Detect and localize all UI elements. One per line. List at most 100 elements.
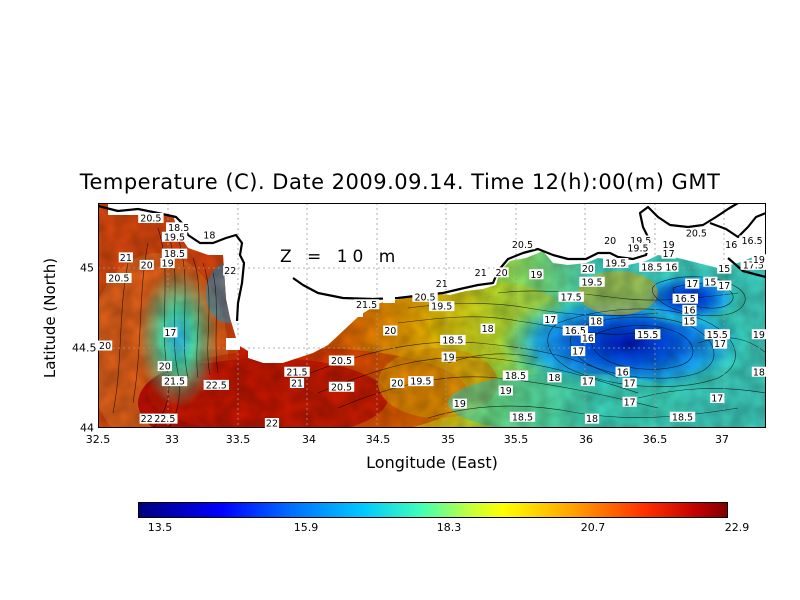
colorbar-tick-label: 22.9 [724, 521, 750, 534]
contour-label: 18.5 [502, 370, 529, 382]
x-tick-label: 33.5 [225, 433, 251, 446]
contour-label: 18.5 [669, 411, 696, 423]
contour-label: 21 [434, 278, 449, 290]
contour-label: 19 [751, 254, 766, 266]
colorbar-tick-label: 15.9 [293, 521, 319, 534]
svg-text:19.5: 19.5 [410, 377, 431, 388]
svg-text:15: 15 [718, 264, 730, 275]
svg-text:21.5: 21.5 [286, 367, 307, 378]
svg-text:21.5: 21.5 [164, 377, 185, 388]
contour-label: 20.5 [106, 273, 132, 285]
colorbar-tick-label: 20.7 [580, 521, 606, 534]
y-tick-label: 44.5 [72, 341, 97, 355]
contour-label: 19 [498, 385, 513, 397]
contour-label: 20 [390, 378, 405, 390]
svg-text:19: 19 [500, 386, 512, 397]
contour-label: 17 [580, 376, 595, 388]
svg-text:19: 19 [753, 330, 765, 341]
plot-frame [98, 203, 766, 428]
contour-label: 20 [603, 235, 618, 247]
contour-label: 22 [139, 413, 154, 425]
svg-text:22.5: 22.5 [206, 380, 227, 391]
svg-text:21: 21 [475, 268, 487, 279]
svg-text:20: 20 [604, 236, 616, 247]
svg-text:18: 18 [753, 367, 765, 378]
contour-label: 20 [383, 325, 398, 337]
x-tick-label: 37 [715, 433, 729, 446]
svg-text:17: 17 [582, 377, 594, 388]
contour-label: 17 [661, 248, 676, 260]
contour-label: 17 [622, 396, 637, 408]
svg-text:16: 16 [582, 334, 594, 345]
svg-text:17: 17 [718, 281, 730, 292]
contour-label: 20 [139, 259, 154, 271]
svg-text:18.5: 18.5 [641, 262, 662, 273]
svg-text:15: 15 [704, 277, 716, 288]
svg-text:19.5: 19.5 [581, 277, 602, 288]
y-tick-label: 44 [80, 421, 94, 435]
svg-text:20.5: 20.5 [331, 382, 352, 393]
contour-label: 19 [441, 351, 456, 363]
svg-text:17: 17 [544, 315, 556, 326]
temperature-field [98, 203, 766, 428]
svg-text:17: 17 [686, 279, 698, 290]
contour-label: 19.5 [429, 301, 455, 313]
contour-label: 18 [584, 413, 600, 425]
contour-label: 20.5 [328, 381, 355, 393]
contour-label: 19 [529, 269, 544, 281]
contour-label: 18 [751, 366, 766, 378]
contour-label: 19.5 [625, 243, 651, 255]
svg-text:16: 16 [665, 262, 677, 273]
contour-label: 16 [664, 261, 679, 273]
contour-label: 18.5 [639, 261, 665, 273]
svg-text:20.5: 20.5 [108, 274, 129, 285]
svg-text:16: 16 [617, 367, 629, 378]
contour-label: 17.5 [558, 291, 584, 303]
contour-label: 15.5 [704, 329, 730, 341]
contour-label: 15 [703, 276, 718, 288]
x-tick-label: 35.5 [503, 433, 529, 446]
svg-text:15.5: 15.5 [707, 330, 728, 341]
svg-text:22.5: 22.5 [154, 414, 175, 425]
contour-label: 16 [724, 239, 739, 251]
svg-text:16: 16 [683, 305, 695, 316]
colorbar-tick-label: 13.5 [147, 521, 173, 534]
svg-text:17: 17 [714, 339, 726, 350]
colorbar [138, 502, 728, 518]
svg-text:17: 17 [572, 347, 584, 358]
svg-text:19: 19 [663, 240, 675, 251]
contour-label-layer: 20.5 18.5 19.5 18 18.5 21 20 19 22 20.5 17 20 20 21.5… [98, 213, 766, 428]
svg-text:17: 17 [711, 394, 723, 405]
contour-label: 21.5 [284, 366, 310, 378]
contour-label: 17 [710, 393, 725, 405]
svg-text:19: 19 [162, 259, 174, 270]
contour-label: 20.5 [138, 213, 164, 225]
contour-label: 17 [622, 378, 637, 390]
contour-label: 15 [682, 316, 697, 328]
svg-text:19: 19 [443, 352, 455, 363]
svg-text:20.5: 20.5 [140, 214, 161, 225]
contour-label: 19.5 [628, 235, 654, 247]
contour-label: 21.5 [161, 376, 188, 388]
contour-label: 16 [615, 366, 630, 378]
contour-label: 21.5 [353, 299, 380, 311]
svg-text:20.5: 20.5 [686, 229, 707, 240]
svg-text:18.5: 18.5 [512, 412, 533, 423]
contour-label: 17 [571, 346, 586, 358]
contour-label: 18 [480, 323, 495, 335]
svg-text:20: 20 [582, 264, 594, 275]
contour-label: 15.5 [635, 329, 661, 341]
svg-text:18.5: 18.5 [442, 335, 463, 346]
contour-label: 22 [223, 265, 238, 277]
svg-text:19.5: 19.5 [605, 259, 626, 270]
chart-title: Temperature (C). Date 2009.09.14. Time 1… [79, 170, 721, 194]
svg-text:17.5: 17.5 [561, 292, 582, 303]
contour-label: 19.5 [408, 376, 434, 388]
contour-label: 19 [751, 329, 766, 341]
svg-text:22: 22 [224, 266, 236, 277]
contour-label: 20.5 [509, 239, 536, 251]
contour-label: 19.5 [603, 258, 629, 270]
contour-label: 20 [98, 340, 113, 352]
contour-label: 19.5 [161, 231, 188, 243]
contour-label: 18 [202, 229, 217, 241]
